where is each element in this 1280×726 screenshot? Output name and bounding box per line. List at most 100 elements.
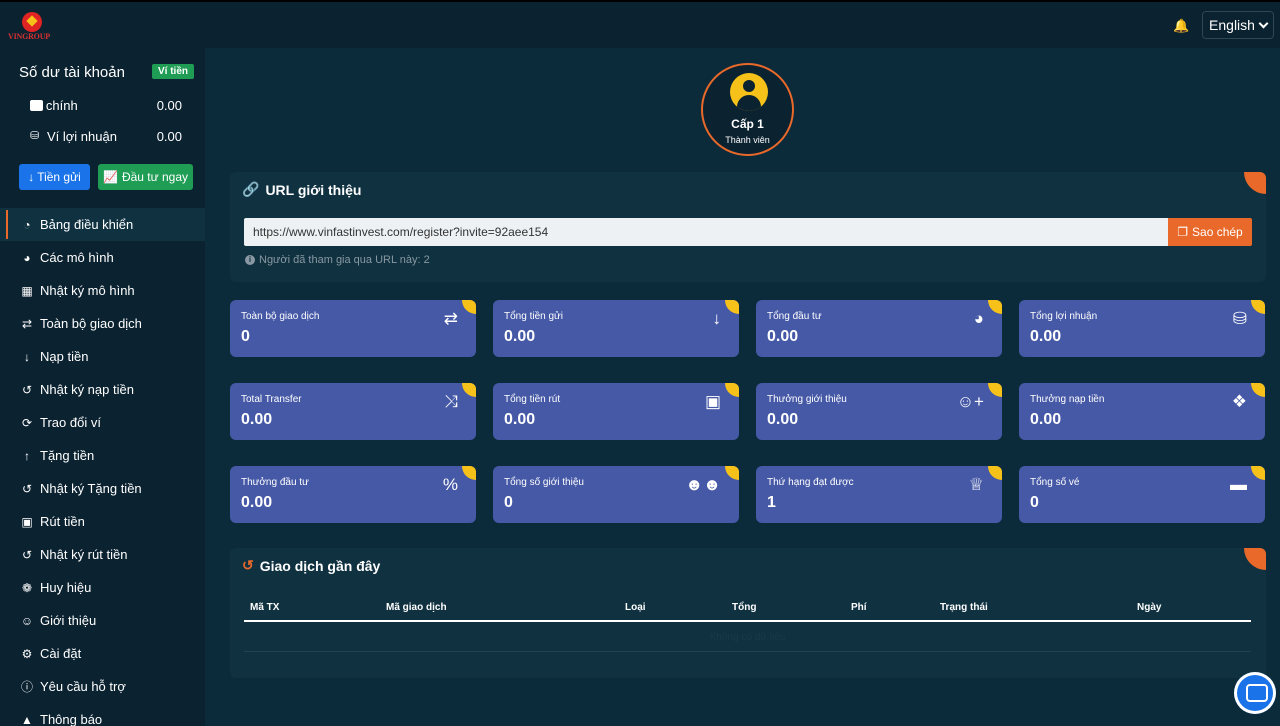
stat-card: Thưởng đầu tư 0.00%: [230, 466, 476, 523]
deposit-button[interactable]: ↓ Tiền gửi: [19, 164, 90, 190]
user-plus-icon: ☺: [20, 613, 34, 628]
recent-transactions-card: ↺ Giao dịch gần đây Mã TX Mã giao dịch L…: [230, 548, 1266, 678]
stat-label: Thưởng đầu tư: [241, 477, 309, 488]
sidebar-item-withdraw-log[interactable]: ↺ Nhật ký rút tiền: [0, 538, 205, 571]
transactions-table-header: Mã TX Mã giao dịch Loại Tổng Phí Trạng t…: [244, 600, 1251, 622]
sidebar-item-label: Giới thiệu: [40, 613, 97, 628]
user-plus-icon: ☺+: [956, 392, 984, 411]
sidebar-item-support[interactable]: ⓘ Yêu cầu hỗ trợ: [0, 670, 205, 703]
stat-card: Tổng lợi nhuận 0.00 ⛁: [1019, 300, 1265, 357]
money-bill-icon: ▣: [704, 392, 721, 411]
referral-card: 🔗 URL giới thiệu ❐ Sao chép i Người đã t…: [230, 172, 1266, 282]
invest-label: Đầu tư ngay: [121, 170, 189, 184]
stat-value: 0.00: [1030, 411, 1062, 428]
stat-card: Tổng đầu tư 0.00 ◕: [756, 300, 1002, 357]
chat-support-button[interactable]: [1234, 672, 1276, 714]
stat-label: Total Transfer: [241, 394, 302, 405]
stat-value: 0.00: [504, 411, 536, 428]
stat-card: Thưởng giới thiệu 0.00 ☺+: [756, 383, 1002, 440]
stat-card: Tổng tiền gửi 0.00 ↓: [493, 300, 739, 357]
sidebar-item-label: Toàn bộ giao dịch: [40, 316, 142, 331]
sidebar-item-deposit-log[interactable]: ↺ Nhật ký nạp tiền: [0, 373, 205, 406]
stat-value: 0: [504, 494, 513, 511]
sidebar-item-notifications[interactable]: ▲ Thông báo: [0, 703, 205, 726]
recent-title-text: Giao dịch gần đây: [259, 557, 381, 574]
stat-value: 0.00: [504, 328, 536, 345]
sidebar-item-label: Yêu cầu hỗ trợ: [40, 679, 126, 694]
card-corner-decoration: [988, 383, 1002, 397]
history-icon: ↺: [242, 557, 254, 573]
sidebar-item-deposit[interactable]: ↓ Nạp tiền: [0, 340, 205, 373]
stat-card: Total Transfer 0.00 ⤨: [230, 383, 476, 440]
stat-label: Tổng tiền rút: [504, 394, 561, 405]
sidebar-item-wallet-exchange[interactable]: ⟳ Trao đổi ví: [0, 406, 205, 439]
wallet-value: 0.00: [156, 129, 182, 144]
copy-icon: ❐: [1177, 225, 1189, 239]
calendar-icon: ▦: [21, 283, 33, 298]
recent-title: ↺ Giao dịch gần đây: [242, 557, 380, 574]
chart-line-icon: 📈: [102, 170, 118, 184]
sidebar-item-label: Nhật ký nạp tiền: [40, 382, 134, 397]
bell-icon: ▲: [21, 712, 33, 726]
stat-card: Tổng số giới thiệu 0 ☻☻: [493, 466, 739, 523]
sidebar-item-gift[interactable]: ↑ Tặng tiền: [0, 439, 205, 472]
sidebar-item-label: Nhật ký Tặng tiền: [40, 481, 142, 496]
money-bill-icon: ▣: [21, 514, 33, 529]
sidebar-item-label: Rút tiền: [40, 514, 85, 529]
sidebar-item-gift-log[interactable]: ↺ Nhật ký Tặng tiền: [0, 472, 205, 505]
invest-now-button[interactable]: 📈 Đầu tư ngay: [98, 164, 193, 190]
logo-text: VINGROUP: [8, 32, 50, 41]
sidebar-item-label: Thông báo: [40, 712, 103, 726]
card-corner-decoration: [1251, 383, 1265, 397]
sidebar-item-referral[interactable]: ☺ Giới thiệu: [0, 604, 205, 637]
users-icon: ☻☻: [685, 475, 721, 494]
bell-icon[interactable]: 🔔: [1173, 18, 1190, 33]
stat-value: 0.00: [241, 411, 273, 428]
sidebar-item-settings[interactable]: ⚙ Cài đặt: [0, 637, 205, 670]
sidebar-item-dashboard[interactable]: ◔ Bảng điều khiển: [0, 208, 205, 241]
sidebar-item-label: Nhật ký rút tiền: [40, 547, 128, 562]
medal-icon: ❁: [21, 580, 33, 595]
sidebar-item-models[interactable]: ◕ Các mô hình: [0, 241, 205, 274]
copy-button[interactable]: ❐ Sao chép: [1168, 218, 1252, 246]
sidebar-item-badges[interactable]: ❁ Huy hiệu: [0, 571, 205, 604]
copy-label: Sao chép: [1192, 225, 1243, 239]
stat-card: Tổng số vé 0 ▬: [1019, 466, 1265, 523]
stat-value: 0.00: [1030, 328, 1062, 345]
stat-value: 0: [1030, 494, 1039, 511]
ticket-icon: ▬: [1230, 475, 1247, 494]
wallet-row-profit: ⛁ Ví lợi nhuận 0.00: [30, 129, 190, 144]
column-header: Loại: [625, 602, 646, 613]
sidebar-item-withdraw[interactable]: ▣ Rút tiền: [0, 505, 205, 538]
profile-role: Thành viên: [725, 135, 770, 145]
history-icon: ↺: [21, 547, 33, 562]
chevron-down-icon: [1258, 18, 1269, 28]
stat-label: Thưởng giới thiệu: [767, 394, 847, 405]
profile-avatar[interactable]: Cấp 1 Thành viên: [701, 63, 794, 156]
language-selector[interactable]: English: [1202, 11, 1274, 39]
sidebar-item-label: Bảng điều khiển: [40, 217, 134, 232]
sidebar-item-transactions[interactable]: ⇄ Toàn bộ giao dịch: [0, 307, 205, 340]
column-header: Ngày: [1137, 602, 1162, 613]
user-avatar-icon: [730, 73, 768, 111]
pie-chart-icon: ◕: [23, 250, 31, 265]
sidebar-item-label: Cài đặt: [40, 646, 82, 661]
stat-value: 0.00: [241, 494, 273, 511]
wallet-icon: [30, 100, 43, 111]
referral-url-input[interactable]: [244, 218, 1168, 246]
link-icon: 🔗: [242, 181, 260, 197]
vingroup-logo[interactable]: VINGROUP: [8, 10, 58, 44]
sidebar-item-label: Huy hiệu: [40, 580, 92, 595]
arrow-down-icon: ↓: [28, 170, 35, 184]
pie-chart-icon: ◕: [973, 309, 984, 328]
card-corner-decoration: [462, 383, 476, 397]
sidebar: Số dư tài khoản Ví tiền Ví chính 0.00 ⛁ …: [0, 48, 205, 726]
sidebar-item-model-log[interactable]: ▦ Nhật ký mô hình: [0, 274, 205, 307]
referral-title: 🔗 URL giới thiệu: [242, 181, 361, 198]
history-icon: ↺: [21, 382, 33, 397]
stat-card: Thưởng nạp tiền 0.00 ❖: [1019, 383, 1265, 440]
logo-star-icon: [22, 12, 42, 32]
card-corner-decoration: [462, 300, 476, 314]
card-corner-decoration: [1251, 466, 1265, 480]
stat-value: 0.00: [767, 328, 799, 345]
